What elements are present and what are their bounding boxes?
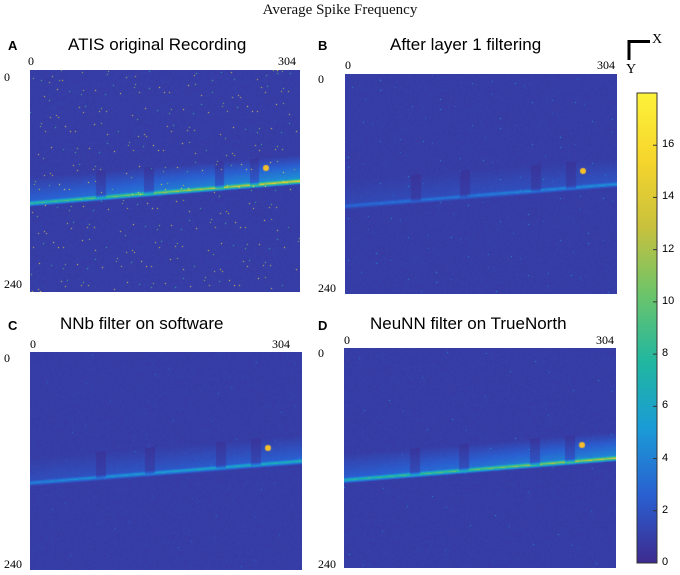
panel-d-y-tick-end: 240 (318, 557, 336, 571)
panel-title-c: NNb filter on software (60, 314, 224, 333)
colorbar-tick-label: 8 (662, 347, 669, 360)
colorbar-tick-label: 6 (662, 399, 669, 412)
panel-a-x-tick-start: 0 (28, 54, 34, 68)
colorbar (636, 92, 658, 564)
panel-d-x-tick-end: 304 (596, 333, 614, 347)
panel-c-x-tick-end: 304 (272, 337, 290, 351)
colorbar-tick-label: 16 (662, 138, 675, 151)
panel-c-heatmap (30, 352, 302, 570)
panel-title-a: ATIS original Recording (68, 35, 247, 54)
figure-title: Average Spike Frequency (262, 2, 418, 18)
panel-label-b: B (318, 38, 328, 53)
panel-d-x-tick-start: 0 (344, 333, 350, 347)
panel-a-heatmap (30, 70, 300, 292)
panel-a-y-tick-end: 240 (4, 277, 22, 291)
panel-a-y-tick-start: 0 (4, 70, 10, 84)
axis-indicator-y: Y (626, 62, 637, 77)
panel-b-y-tick-start: 0 (318, 72, 324, 86)
panel-b-x-tick-start: 0 (345, 58, 351, 72)
panel-label-a: A (8, 38, 18, 53)
colorbar-tick-label: 2 (662, 503, 669, 516)
panel-b-heatmap (345, 74, 617, 294)
panel-title-b: After layer 1 filtering (390, 35, 542, 54)
colorbar-tick-label: 4 (662, 451, 669, 464)
panel-c-x-tick-start: 0 (30, 337, 36, 351)
panel-d-y-tick-start: 0 (318, 346, 324, 360)
axis-indicator-x: X (652, 32, 663, 47)
panel-label-c: C (8, 318, 18, 333)
panel-label-d: D (318, 318, 328, 333)
colorbar-tick-label: 10 (662, 294, 675, 307)
panel-title-d: NeuNN filter on TrueNorth (370, 314, 567, 333)
panel-c-y-tick-end: 240 (4, 557, 22, 571)
panel-b-x-tick-end: 304 (597, 58, 615, 72)
panel-b-y-tick-end: 240 (318, 281, 336, 295)
panel-d-heatmap (344, 348, 616, 568)
colorbar-tick-label: 0 (662, 556, 669, 568)
colorbar-tick-label: 12 (662, 242, 675, 255)
axis-orientation-icon (627, 40, 650, 60)
panel-c-y-tick-start: 0 (4, 351, 10, 365)
panel-a-x-tick-end: 304 (278, 54, 296, 68)
colorbar-tick-label: 14 (662, 190, 675, 203)
